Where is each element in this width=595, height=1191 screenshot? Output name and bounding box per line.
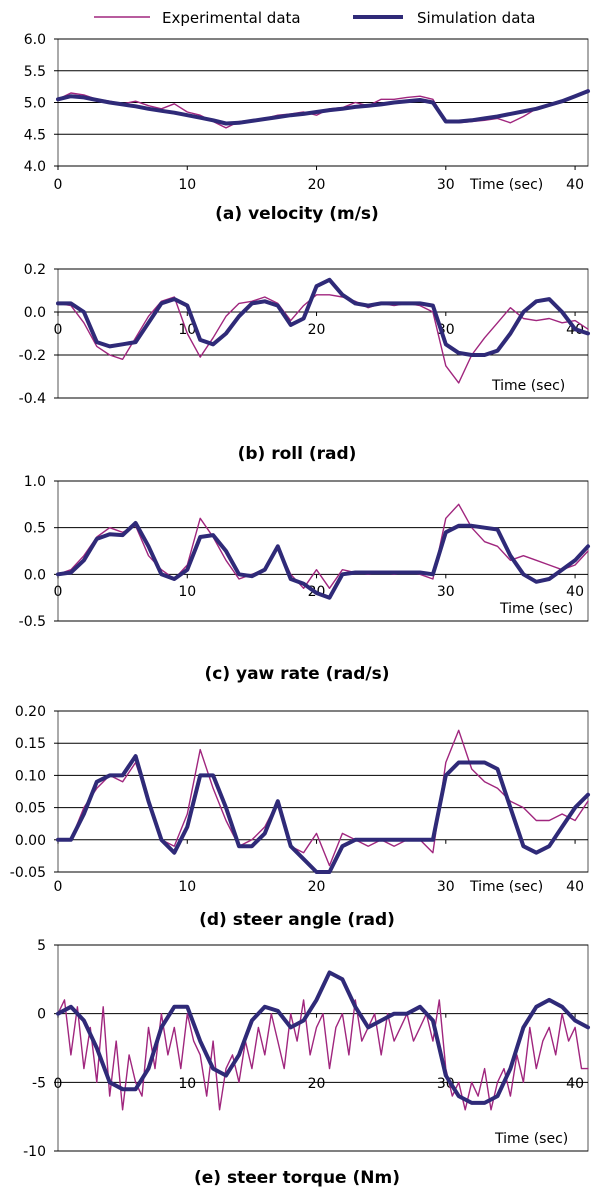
y-tick-label: 0.0	[24, 305, 46, 321]
chart-caption: (c) yaw rate (rad/s)	[204, 664, 389, 684]
legend-simulation-label: Simulation data	[417, 9, 535, 27]
y-tick-label: -0.2	[19, 348, 46, 364]
x-tick-label: 40	[566, 584, 584, 600]
x-tick-label: 0	[54, 879, 63, 895]
series-line-simulation	[56, 754, 590, 874]
x-tick-label: 10	[178, 1076, 196, 1092]
plot-area	[57, 268, 589, 399]
series-line-simulation	[56, 277, 590, 357]
y-tick-label: -5	[32, 1075, 46, 1091]
x-tick-label: 0	[54, 177, 63, 193]
y-tick-label: 5.0	[24, 96, 46, 112]
x-tick-label: 0	[54, 322, 63, 338]
y-tick-label: 5	[37, 938, 46, 954]
x-tick-label: 30	[437, 177, 455, 193]
x-axis-label: Time (sec)	[469, 879, 543, 895]
y-tick-label: 0.00	[15, 833, 46, 849]
x-tick-label: 10	[178, 584, 196, 600]
x-tick-label: 0	[54, 1076, 63, 1092]
y-tick-label: 0.05	[15, 801, 46, 817]
y-tick-label: 1.0	[24, 474, 46, 490]
plot-area	[57, 944, 589, 1152]
x-tick-label: 30	[437, 879, 455, 895]
chart-caption: (d) steer angle (rad)	[199, 910, 395, 930]
y-tick-label: 0.2	[24, 262, 46, 278]
legend-experimental-label: Experimental data	[162, 9, 301, 27]
x-axis-label: Time (sec)	[491, 378, 565, 394]
x-tick-label: 40	[566, 879, 584, 895]
y-tick-label: 0	[37, 1007, 46, 1023]
y-tick-label: 0.5	[24, 521, 46, 537]
y-tick-label: 0.0	[24, 567, 46, 583]
y-tick-label: 0.15	[15, 736, 46, 752]
x-tick-label: 40	[566, 177, 584, 193]
legend: Experimental data Simulation data	[94, 9, 535, 27]
chart-caption: (a) velocity (m/s)	[215, 204, 379, 224]
chart-steer_angle: -0.05 0.00 0.05 0.10 0.15 0.20 0 10 20 30 40 Time (…	[10, 704, 590, 930]
x-tick-label: 20	[308, 879, 326, 895]
chart-caption: (b) roll (rad)	[238, 444, 357, 464]
y-tick-label: 0.20	[15, 704, 46, 720]
x-axis-label: Time (sec)	[494, 1131, 568, 1147]
y-tick-label: -0.5	[19, 614, 46, 630]
y-tick-label: 6.0	[24, 32, 46, 48]
x-tick-label: 40	[566, 1076, 584, 1092]
series-line-simulation	[56, 521, 590, 600]
series-line-simulation	[56, 970, 590, 1105]
series-line-simulation	[56, 89, 590, 126]
y-tick-label: 0.10	[15, 768, 46, 784]
y-tick-label: 4.5	[24, 127, 46, 143]
x-tick-label: 20	[308, 177, 326, 193]
x-tick-label: 20	[308, 322, 326, 338]
x-tick-label: 20	[308, 1076, 326, 1092]
y-tick-label: -10	[23, 1144, 46, 1160]
x-tick-label: 10	[178, 879, 196, 895]
x-tick-label: 10	[178, 177, 196, 193]
x-tick-label: 30	[437, 584, 455, 600]
x-tick-label: 10	[178, 322, 196, 338]
y-tick-label: 5.5	[24, 64, 46, 80]
x-axis-label: Time (sec)	[499, 601, 573, 617]
y-tick-label: 4.0	[24, 159, 46, 175]
y-tick-label: -0.05	[10, 865, 46, 881]
chart-caption: (e) steer torque (Nm)	[194, 1168, 400, 1188]
y-tick-label: -0.4	[19, 391, 46, 407]
series-line-experimental	[57, 503, 589, 589]
chart-velocity: 4.0 4.5 5.0 5.5 6.0 0 10 20 30 40 Time (sec) (a) ve…	[24, 32, 590, 224]
series-line-experimental	[57, 294, 589, 384]
series-line-experimental	[57, 999, 589, 1111]
x-axis-label: Time (sec)	[469, 177, 543, 193]
x-tick-label: 0	[54, 584, 63, 600]
